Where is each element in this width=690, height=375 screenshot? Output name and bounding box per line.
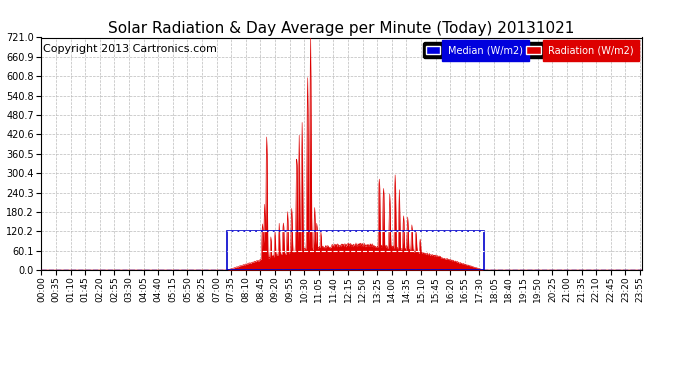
Text: Copyright 2013 Cartronics.com: Copyright 2013 Cartronics.com [43, 45, 217, 54]
Bar [227, 231, 484, 270]
Title: Solar Radiation & Day Average per Minute (Today) 20131021: Solar Radiation & Day Average per Minute… [108, 21, 575, 36]
Legend: Median (W/m2), Radiation (W/m2): Median (W/m2), Radiation (W/m2) [423, 42, 637, 58]
